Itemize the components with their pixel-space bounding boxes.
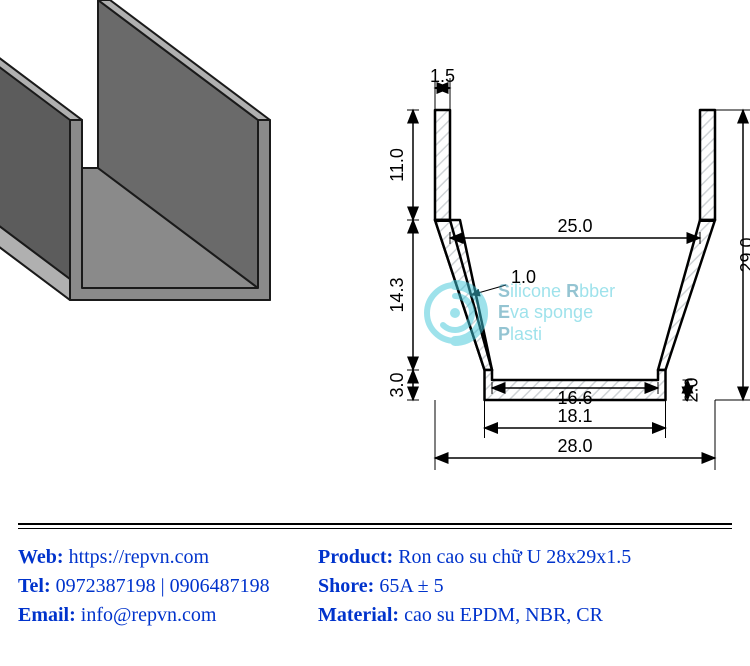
product-value: Ron cao su chữ U 28x29x1.5	[398, 546, 631, 568]
tel-value: 0972387198 | 0906487198	[56, 575, 270, 597]
cross-section: 1.5 25.0 16.618.1 28.0 11.0 14.3 3.0 29.0 2.0 1.0	[365, 0, 750, 520]
render-3d	[0, 0, 360, 430]
product-row: Product: Ron cao su chữ U 28x29x1.5	[318, 546, 732, 569]
email-value: info@repvn.com	[81, 604, 217, 626]
material-row: Material: cao su EPDM, NBR, CR	[318, 604, 732, 627]
svg-text:11.0: 11.0	[387, 148, 407, 182]
web-label: Web:	[18, 546, 64, 568]
shore-row: Shore: 65A ± 5	[318, 575, 732, 598]
svg-text:3.0: 3.0	[387, 372, 407, 397]
divider	[18, 523, 732, 525]
svg-text:16.6: 16.6	[557, 388, 592, 408]
web-value: https://repvn.com	[69, 546, 210, 568]
product-label: Product:	[318, 546, 393, 568]
material-value: cao su EPDM, NBR, CR	[404, 604, 603, 626]
email-label: Email:	[18, 604, 76, 626]
email-row: Email: info@repvn.com	[18, 604, 318, 627]
svg-text:2.0: 2.0	[682, 377, 702, 402]
svg-text:14.3: 14.3	[387, 277, 407, 312]
tel-row: Tel: 0972387198 | 0906487198	[18, 575, 318, 598]
shore-value: 65A ± 5	[379, 575, 443, 597]
svg-text:18.1: 18.1	[557, 406, 592, 426]
shore-label: Shore:	[318, 575, 374, 597]
material-label: Material:	[318, 604, 399, 626]
info-block: Web: https://repvn.com Tel: 0972387198 |…	[18, 540, 732, 633]
svg-text:29.0: 29.0	[737, 237, 750, 272]
web-row: Web: https://repvn.com	[18, 546, 318, 569]
svg-text:1.0: 1.0	[511, 267, 536, 287]
svg-text:25.0: 25.0	[557, 216, 592, 236]
tel-label: Tel:	[18, 575, 51, 597]
svg-text:28.0: 28.0	[557, 436, 592, 456]
figure-stage: 1.5 25.0 16.618.1 28.0 11.0 14.3 3.0 29.0 2.0 1.0…	[0, 0, 750, 520]
svg-text:1.5: 1.5	[430, 66, 455, 86]
